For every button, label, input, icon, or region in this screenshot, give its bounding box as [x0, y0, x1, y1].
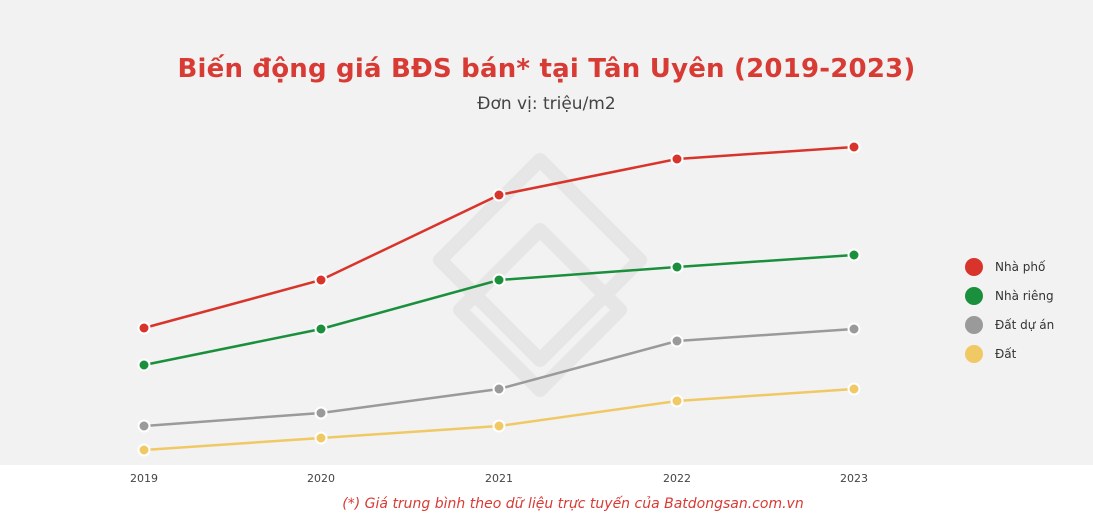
chart-title: Biến động giá BĐS bán* tại Tân Uyên (201…: [177, 54, 916, 84]
legend-label: Nhà phố: [995, 259, 1046, 274]
legend-item-nha-pho[interactable]: Nhà phố: [965, 252, 1054, 281]
watermark-logo: [433, 153, 647, 397]
data-point[interactable]: [847, 248, 861, 262]
legend-item-nha-rieng[interactable]: Nhà riêng: [965, 281, 1054, 310]
data-point[interactable]: [137, 419, 151, 433]
data-point[interactable]: [137, 358, 151, 372]
data-point[interactable]: [492, 188, 506, 202]
red-dot-icon: [965, 257, 983, 276]
data-point[interactable]: [670, 260, 684, 274]
plot-area: [137, 140, 861, 457]
data-point[interactable]: [847, 322, 861, 336]
green-dot-icon: [965, 286, 983, 305]
data-point[interactable]: [314, 273, 328, 287]
data-point[interactable]: [847, 382, 861, 396]
series-line-0: [143, 145, 855, 330]
gray-dot-icon: [965, 315, 983, 334]
source-footnote: (*) Giá trung bình theo dữ liệu trực tuy…: [342, 496, 804, 512]
chart-subtitle: Đơn vị: triệu/m2: [477, 94, 616, 114]
data-point[interactable]: [137, 321, 151, 335]
legend-item-dat[interactable]: Đất: [965, 339, 1054, 368]
data-point[interactable]: [314, 406, 328, 420]
data-point[interactable]: [314, 431, 328, 445]
data-point[interactable]: [847, 140, 861, 154]
legend: Nhà phố Nhà riêng Đất dự án Đất: [965, 252, 1054, 368]
x-tick-2023: 2023: [840, 472, 868, 485]
legend-label: Nhà riêng: [995, 288, 1054, 303]
data-point[interactable]: [137, 443, 151, 457]
x-tick-2022: 2022: [663, 472, 691, 485]
data-point[interactable]: [670, 394, 684, 408]
yellow-dot-icon: [965, 344, 983, 363]
data-point[interactable]: [314, 322, 328, 336]
data-point[interactable]: [492, 419, 506, 433]
data-point[interactable]: [670, 152, 684, 166]
data-point[interactable]: [492, 382, 506, 396]
legend-item-dat-du-an[interactable]: Đất dự án: [965, 310, 1054, 339]
data-point[interactable]: [670, 334, 684, 348]
data-point[interactable]: [492, 273, 506, 287]
x-tick-2021: 2021: [485, 472, 513, 485]
x-tick-2019: 2019: [130, 472, 158, 485]
legend-label: Đất: [995, 346, 1017, 361]
legend-label: Đất dự án: [995, 317, 1055, 332]
x-tick-2020: 2020: [307, 472, 335, 485]
